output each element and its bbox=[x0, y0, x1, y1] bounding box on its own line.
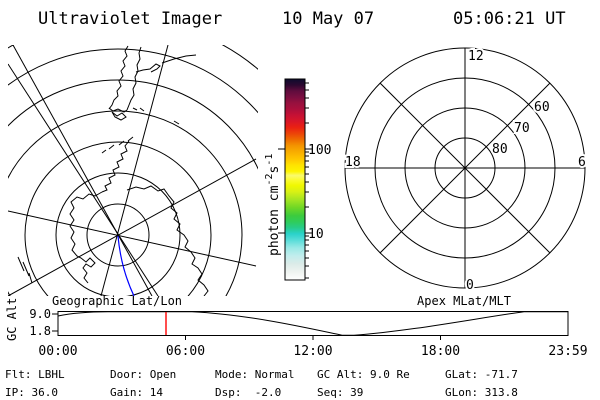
status-dsp: Dsp: -2.0 bbox=[215, 386, 281, 399]
status-glat: GLat: -71.7 bbox=[445, 368, 518, 381]
status-seq: Seq: 39 bbox=[317, 386, 363, 399]
map-meridian-lines bbox=[8, 45, 257, 296]
colorbar: 100 10 photon cm-2s-1 bbox=[264, 78, 331, 281]
mlat-label-60: 60 bbox=[534, 100, 550, 115]
alt-ytick-18: 1.8 bbox=[29, 324, 51, 338]
mlt-label-12: 12 bbox=[468, 49, 484, 64]
status-gc-alt: GC Alt: 9.0 Re bbox=[317, 368, 410, 381]
alt-y-axis-label: GC Alt bbox=[5, 298, 19, 341]
altitude-time-panel: GC Alt 9.0 1.8 00:00 06:00 12:00 18:00 2… bbox=[5, 298, 588, 359]
status-mode: Mode: Normal bbox=[215, 368, 294, 381]
xtick-0600: 06:00 bbox=[166, 344, 205, 359]
alt-x-axis-labels: 00:00 06:00 12:00 18:00 23:59 bbox=[38, 344, 587, 359]
status-flt: Flt: LBHL bbox=[5, 368, 65, 381]
map-latitude-rings bbox=[8, 45, 258, 296]
xtick-1200: 12:00 bbox=[293, 344, 332, 359]
alt-ytick-9: 9.0 bbox=[29, 307, 51, 321]
app-title: Ultraviolet Imager bbox=[38, 9, 222, 29]
colorbar-tick-100: 100 bbox=[308, 143, 331, 158]
status-ip: IP: 36.0 bbox=[5, 386, 58, 399]
polar-plot-caption: Apex MLat/MLT bbox=[417, 294, 511, 308]
alt-plot-frame bbox=[57, 311, 569, 336]
xtick-1800: 18:00 bbox=[421, 344, 460, 359]
status-door: Door: Open bbox=[110, 368, 176, 381]
polar-spokes bbox=[345, 48, 585, 288]
status-gain: Gain: 14 bbox=[110, 386, 163, 399]
geo-map-caption: Geographic Lat/Lon bbox=[52, 294, 182, 308]
geographic-map-panel: Geographic Lat/Lon bbox=[8, 45, 258, 308]
date-label: 10 May 07 bbox=[282, 9, 374, 29]
xtick-2359: 23:59 bbox=[548, 344, 587, 359]
status-glon: GLon: 313.8 bbox=[445, 386, 518, 399]
time-label: 05:06:21 UT bbox=[453, 9, 566, 29]
altitude-curve bbox=[57, 311, 568, 336]
map-coastlines bbox=[17, 45, 209, 296]
colorbar-gradient bbox=[284, 78, 306, 281]
footprint-track-line bbox=[117, 235, 135, 296]
title-bar: Ultraviolet Imager 10 May 07 05:06:21 UT bbox=[38, 9, 566, 29]
colorbar-tick-10: 10 bbox=[308, 227, 324, 242]
alt-axis-ticks bbox=[52, 313, 441, 340]
mlat-label-70: 70 bbox=[514, 121, 530, 136]
colorbar-unit-label: photon cm-2s-1 bbox=[264, 154, 282, 256]
status-readout: Flt: LBHL Door: Open Mode: Normal GC Alt… bbox=[5, 368, 518, 399]
polar-plot-panel: 12 18 6 0 80 70 60 Apex MLat/MLT bbox=[343, 47, 588, 308]
colorbar-ticks bbox=[278, 82, 312, 279]
mlt-label-18: 18 bbox=[345, 155, 361, 170]
mlt-label-0: 0 bbox=[466, 278, 474, 293]
mlat-label-80: 80 bbox=[492, 142, 508, 157]
xtick-0000: 00:00 bbox=[38, 344, 77, 359]
mlt-label-6: 6 bbox=[578, 155, 586, 170]
